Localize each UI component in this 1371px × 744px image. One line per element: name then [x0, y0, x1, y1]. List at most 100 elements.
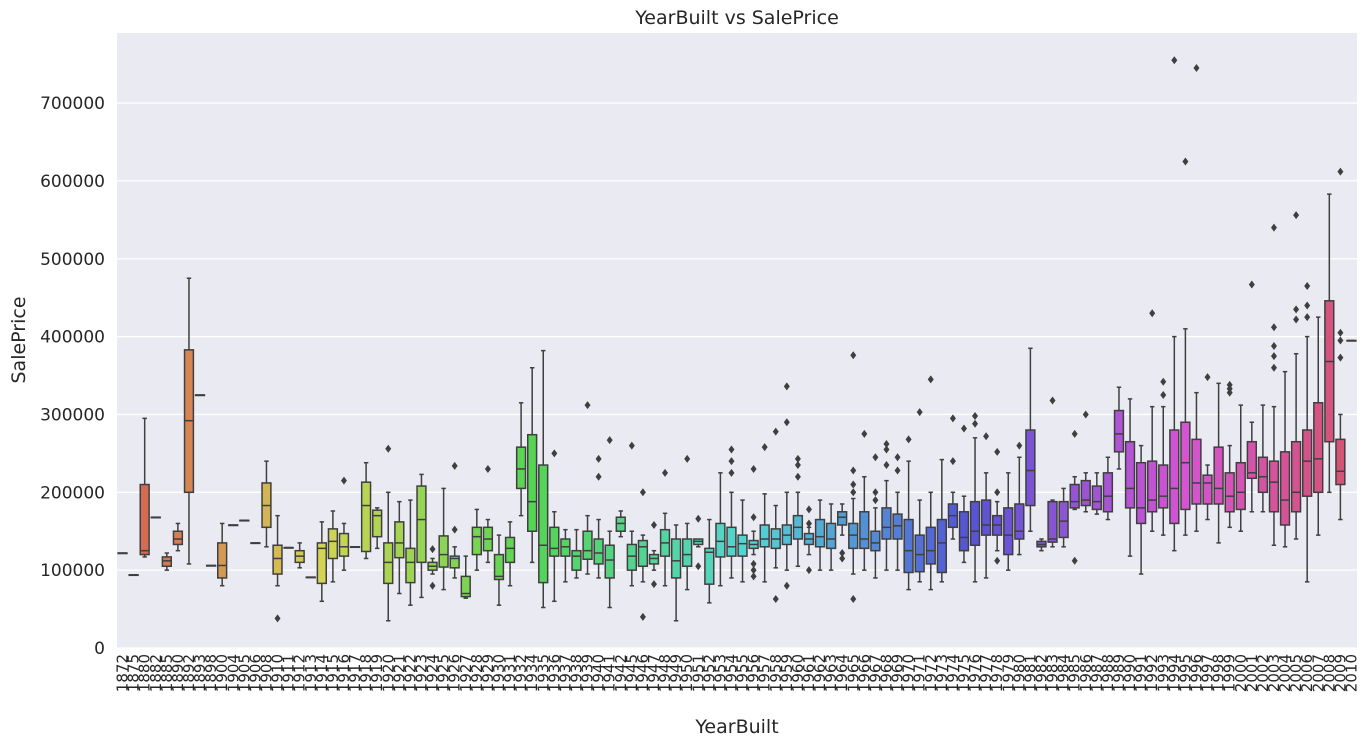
box-1993 [1158, 377, 1169, 536]
box-1958 [770, 427, 781, 603]
outlier-point [960, 424, 967, 433]
box-1996 [1191, 64, 1202, 532]
outlier-point [972, 412, 979, 421]
box-1989 [1113, 386, 1125, 470]
box-1893 [194, 394, 206, 397]
x-tick-label: 1992 [1143, 654, 1161, 692]
x-tick-label: 1927 [457, 654, 475, 692]
box-1908 [261, 460, 272, 548]
iqr-box [925, 526, 936, 565]
iqr-box [726, 526, 737, 557]
box-1915 [327, 510, 339, 583]
iqr-box [1268, 460, 1280, 513]
iqr-box [338, 532, 350, 557]
outlier-point [783, 382, 790, 391]
x-tick-label: 1963 [822, 654, 840, 692]
box-1913 [305, 576, 316, 579]
outlier-point [1160, 377, 1167, 386]
outlier-point [883, 461, 890, 470]
iqr-box [1335, 438, 1346, 486]
iqr-box [405, 547, 416, 584]
iqr-box [1047, 500, 1058, 543]
box-1980 [1014, 441, 1025, 556]
iqr-box [648, 553, 660, 565]
box-1999 [1224, 380, 1235, 529]
box-1942 [615, 510, 626, 538]
iqr-box [936, 518, 948, 574]
x-tick-label: 2009 [1331, 654, 1349, 692]
outlier-point [639, 612, 646, 621]
iqr-box [837, 511, 848, 526]
box-1940 [593, 454, 604, 579]
outlier-point [695, 514, 702, 523]
box-1962 [814, 499, 826, 571]
box-1954 [726, 445, 737, 579]
iqr-box [139, 483, 150, 556]
x-axis-label: YearBuilt [694, 716, 778, 738]
box-1981 [1025, 347, 1036, 532]
outlier-point [1171, 56, 1178, 65]
iqr-box [682, 538, 693, 568]
box-1900 [217, 522, 228, 587]
box-1919 [372, 507, 383, 550]
outlier-point [1337, 328, 1344, 337]
outlier-point [1337, 167, 1344, 176]
outlier-point [750, 559, 757, 568]
x-tick-label: 1957 [756, 654, 774, 692]
x-tick-label: 1893 [191, 654, 209, 692]
box-1998 [1213, 382, 1224, 544]
box-1974 [947, 414, 959, 540]
iqr-box [504, 536, 516, 564]
box-1926 [449, 461, 460, 579]
outlier-point [994, 556, 1001, 565]
outlier-point [794, 454, 801, 463]
x-tick-label: 1993 [1154, 654, 1172, 692]
x-tick-label: 1954 [722, 654, 740, 692]
outlier-point [1270, 352, 1277, 361]
box-1952 [704, 518, 715, 604]
box-1957 [759, 443, 770, 583]
outlier-point [894, 466, 901, 475]
box-1910 [272, 514, 283, 623]
x-tick-label: 1999 [1221, 654, 1239, 692]
x-tick-label: 1947 [645, 654, 663, 692]
iqr-box [493, 553, 505, 581]
outlier-point [274, 614, 281, 623]
box-1997 [1202, 373, 1213, 521]
outlier-point [551, 449, 558, 458]
x-tick-label: 2002 [1254, 654, 1272, 692]
x-tick-label: 2004 [1276, 654, 1294, 692]
iqr-box [416, 485, 427, 564]
box-1918 [360, 461, 372, 560]
iqr-box [737, 534, 748, 557]
iqr-box [969, 500, 981, 546]
outlier-point [761, 443, 768, 452]
iqr-box [1080, 479, 1091, 507]
x-tick-label: 1976 [966, 654, 984, 692]
iqr-box [161, 556, 172, 568]
x-tick-label: 2007 [1309, 654, 1327, 692]
iqr-box [848, 522, 859, 550]
box-1950 [682, 454, 693, 591]
x-tick-label: 2005 [1287, 654, 1305, 692]
x-tick-label: 1990 [1121, 654, 1139, 692]
outlier-point [839, 549, 846, 558]
x-tick-label: 1908 [257, 654, 275, 692]
iqr-box [881, 507, 892, 540]
box-1967 [870, 453, 881, 579]
x-tick-label: 1967 [866, 654, 884, 692]
x-tick-label: 1917 [346, 654, 364, 692]
x-tick-label: 1964 [833, 654, 851, 692]
iqr-box [1202, 474, 1213, 505]
box-1904 [228, 524, 239, 527]
box-1872 [117, 552, 128, 555]
outlier-point [1304, 282, 1311, 291]
outlier-point [883, 445, 890, 454]
iqr-box [958, 511, 970, 552]
box-1977 [980, 432, 992, 579]
iqr-box [549, 526, 560, 557]
box-1947 [648, 521, 660, 589]
iqr-box [593, 538, 604, 565]
iqr-box [538, 464, 549, 584]
x-tick-label: 1930 [490, 654, 508, 692]
